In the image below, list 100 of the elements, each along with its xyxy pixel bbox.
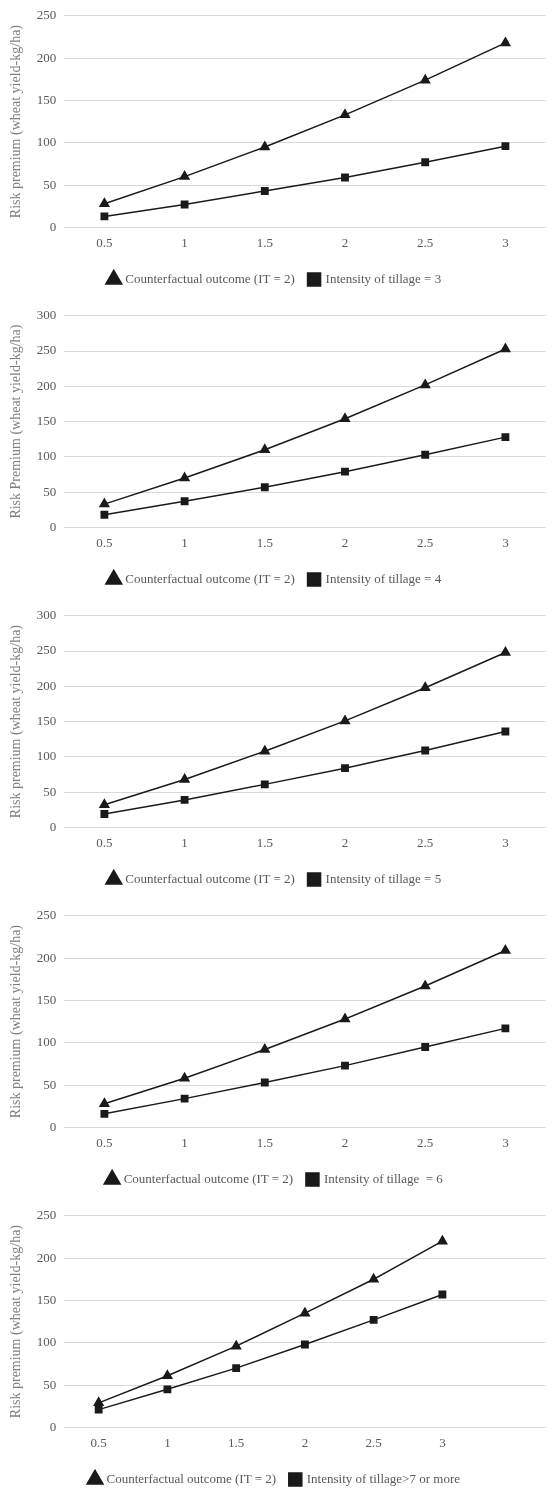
x-tick-label: 1.5 bbox=[256, 834, 273, 850]
point bbox=[180, 497, 189, 506]
y-tick-label: 200 bbox=[36, 1249, 57, 1265]
point bbox=[339, 715, 351, 725]
y-tick-label: 200 bbox=[36, 49, 57, 65]
y-tick-label: 150 bbox=[36, 413, 57, 429]
y-tick-label: 50 bbox=[43, 1076, 57, 1092]
x-tick-label: 2.5 bbox=[417, 234, 434, 250]
point bbox=[501, 727, 510, 736]
point bbox=[420, 980, 431, 990]
legend-label: Intensity of tillage>7 or more bbox=[306, 1470, 461, 1486]
y-axis-title: Risk premium (wheat yield-kg/ha) bbox=[8, 1224, 25, 1419]
x-tick-label: 0.5 bbox=[90, 1434, 107, 1450]
x-tick-label: 1 bbox=[181, 534, 188, 550]
point bbox=[100, 810, 109, 818]
point bbox=[500, 944, 511, 954]
point bbox=[163, 1385, 172, 1394]
x-tick-label: 2.5 bbox=[417, 534, 434, 550]
x-tick-label: 1 bbox=[181, 834, 188, 850]
point bbox=[339, 413, 351, 423]
y-tick-label: 100 bbox=[36, 134, 57, 150]
y-axis-title: Risk premium (wheat yield-kg/ha) bbox=[8, 24, 25, 219]
x-tick-label: 0.5 bbox=[96, 1134, 113, 1150]
point bbox=[232, 1364, 241, 1373]
point bbox=[501, 433, 510, 442]
y-tick-label: 100 bbox=[36, 448, 57, 464]
x-tick-label: 3 bbox=[439, 1434, 446, 1450]
y-tick-label: 300 bbox=[36, 607, 57, 623]
legend-label: Intensity of tillage = 5 bbox=[325, 870, 442, 886]
y-axis-title: Risk Premium (wheat yield-kg/ha) bbox=[8, 324, 25, 519]
y-tick-label: 100 bbox=[36, 1034, 57, 1050]
point bbox=[100, 212, 109, 221]
legend-label: Counterfactual outcome (IT = 2) bbox=[123, 1170, 294, 1186]
point bbox=[437, 1235, 448, 1245]
y-tick-label: 150 bbox=[36, 713, 57, 729]
legend-label: Counterfactual outcome (IT = 2) bbox=[125, 870, 295, 886]
y-tick-label: 0 bbox=[49, 818, 57, 834]
point bbox=[421, 1043, 430, 1051]
x-tick-label: 1.5 bbox=[256, 534, 273, 550]
point bbox=[162, 1370, 173, 1380]
y-tick-label: 0 bbox=[49, 1118, 57, 1134]
point bbox=[500, 646, 511, 656]
point bbox=[421, 746, 430, 755]
y-tick-label: 100 bbox=[36, 748, 57, 764]
point bbox=[300, 1340, 309, 1349]
x-tick-label: 2 bbox=[341, 834, 349, 850]
point bbox=[339, 1013, 351, 1023]
point bbox=[94, 1405, 103, 1414]
point bbox=[100, 510, 109, 519]
point bbox=[438, 1290, 447, 1299]
x-tick-label: 2 bbox=[341, 534, 349, 550]
point bbox=[259, 745, 270, 755]
point bbox=[299, 1307, 310, 1317]
legend-label: Intensity of tillage = 3 bbox=[325, 270, 442, 286]
point bbox=[260, 780, 269, 789]
point bbox=[260, 187, 269, 195]
x-tick-label: 2 bbox=[341, 234, 349, 250]
x-tick-label: 2.5 bbox=[365, 1434, 382, 1450]
y-tick-label: 150 bbox=[36, 1291, 57, 1307]
y-tick-label: 250 bbox=[36, 7, 57, 23]
x-tick-label: 1 bbox=[164, 1434, 171, 1450]
point bbox=[369, 1315, 378, 1324]
x-tick-label: 0.5 bbox=[96, 534, 113, 550]
y-tick-label: 200 bbox=[36, 677, 57, 693]
point bbox=[341, 1061, 349, 1070]
point bbox=[259, 444, 270, 454]
legend-label: Intensity of tillage = 6 bbox=[323, 1170, 444, 1186]
point bbox=[260, 483, 269, 492]
point bbox=[500, 37, 511, 47]
y-axis-title: Risk premium (wheat yield-kg/ha) bbox=[8, 624, 25, 819]
point bbox=[420, 74, 431, 84]
y-tick-label: 50 bbox=[43, 176, 57, 192]
point bbox=[341, 173, 349, 182]
x-tick-label: 0.5 bbox=[96, 834, 113, 850]
y-tick-label: 150 bbox=[36, 991, 57, 1007]
point bbox=[501, 1024, 510, 1033]
x-tick-label: 3 bbox=[502, 234, 509, 250]
legend-label: Counterfactual outcome (IT = 2) bbox=[125, 570, 295, 586]
point bbox=[501, 142, 510, 151]
y-tick-label: 300 bbox=[36, 307, 57, 323]
x-tick-label: 2 bbox=[301, 1434, 309, 1450]
legend-label: Intensity of tillage = 4 bbox=[325, 570, 442, 586]
x-tick-label: 3 bbox=[502, 834, 509, 850]
y-tick-label: 50 bbox=[43, 483, 57, 499]
point bbox=[179, 773, 190, 783]
point bbox=[421, 450, 430, 459]
x-tick-label: 2.5 bbox=[417, 834, 434, 850]
legend-label: Counterfactual outcome (IT = 2) bbox=[125, 270, 295, 286]
x-tick-label: 1.5 bbox=[256, 234, 273, 250]
point bbox=[99, 1097, 110, 1107]
point bbox=[180, 795, 189, 804]
point bbox=[259, 141, 270, 151]
y-tick-label: 250 bbox=[36, 642, 57, 658]
point bbox=[420, 681, 431, 691]
point bbox=[420, 379, 431, 389]
y-tick-label: 250 bbox=[36, 1207, 57, 1223]
y-tick-label: 100 bbox=[36, 1334, 57, 1350]
y-tick-label: 250 bbox=[36, 342, 57, 358]
point bbox=[99, 799, 110, 809]
legend-label: Counterfactual outcome (IT = 2) bbox=[106, 1470, 277, 1486]
